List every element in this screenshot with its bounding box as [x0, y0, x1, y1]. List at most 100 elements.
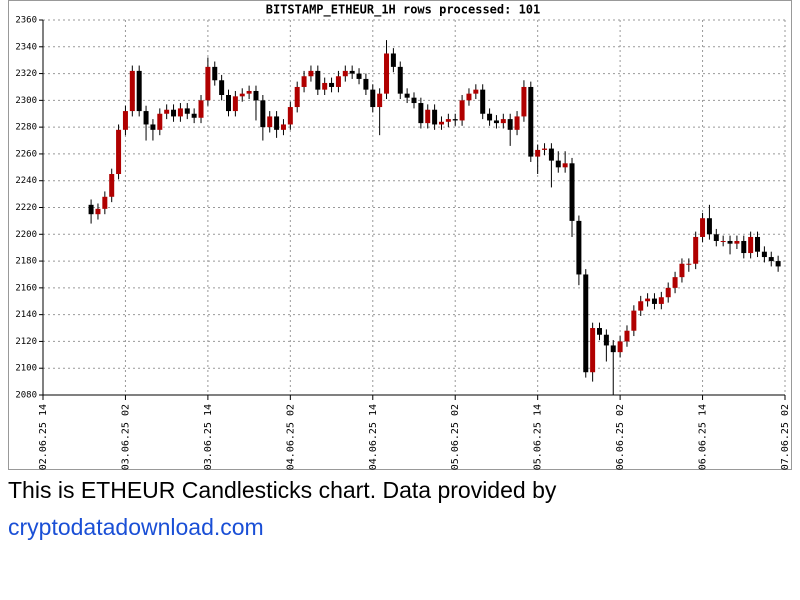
candle-body	[748, 236, 754, 254]
candle-body	[246, 90, 252, 94]
candle-body	[212, 66, 218, 81]
candle-body	[418, 103, 424, 124]
candle-body	[693, 236, 699, 264]
candle-body	[390, 53, 396, 67]
y-tick-label: 2180	[15, 257, 37, 267]
candle-body	[548, 148, 554, 161]
candle-body	[438, 121, 444, 125]
candle-body	[651, 298, 657, 304]
candle-body	[116, 129, 122, 175]
candle-body	[452, 119, 458, 121]
candle-body	[583, 274, 589, 373]
y-tick-label: 2160	[15, 283, 37, 293]
x-tick-label: 07.06.25 02	[780, 404, 791, 470]
x-tick-label: 05.06.25 02	[450, 404, 461, 470]
caption-text: This is ETHEUR Candlesticks chart. Data …	[8, 477, 557, 503]
candle-body	[157, 113, 163, 130]
candle-body	[734, 240, 740, 244]
candle-body	[706, 218, 712, 235]
caption-link[interactable]: cryptodatadownload.com	[8, 514, 264, 540]
y-tick-label: 2080	[15, 391, 37, 401]
candle-body	[260, 100, 266, 128]
candle-body	[727, 240, 733, 244]
y-tick-label: 2320	[15, 69, 37, 79]
candle-body	[287, 107, 293, 125]
candle-body	[713, 234, 719, 241]
chart: BITSTAMP_ETHEUR_1H rows processed: 101 2…	[15, 3, 791, 471]
candle-body	[136, 70, 142, 112]
candle-body	[590, 328, 596, 373]
y-tick-label: 2300	[15, 96, 37, 106]
y-tick-label: 2120	[15, 337, 37, 347]
candle-body	[384, 53, 390, 94]
candle-body	[686, 263, 692, 265]
candle-body	[562, 163, 568, 168]
candle-body	[109, 174, 115, 197]
candle-body	[88, 204, 94, 215]
candle-body	[665, 287, 671, 298]
candle-body	[329, 82, 335, 87]
candle-body	[425, 109, 431, 124]
candle-body	[658, 297, 664, 304]
y-tick-label: 2280	[15, 123, 37, 133]
x-tick-label: 04.06.25 02	[285, 404, 296, 470]
candle-body	[542, 148, 548, 150]
y-tick-label: 2240	[15, 176, 37, 186]
candle-body	[397, 66, 403, 94]
candle-body	[356, 73, 362, 79]
candle-body	[280, 124, 286, 130]
y-tick-label: 2340	[15, 42, 37, 52]
candle-body	[480, 89, 486, 114]
chart-frame	[8, 0, 792, 470]
candle-body	[164, 109, 170, 114]
candle-body	[342, 70, 348, 77]
candle-body	[631, 310, 637, 331]
candle-body	[672, 277, 678, 288]
x-tick-label: 04.06.25 14	[368, 404, 379, 470]
x-tick-label: 05.06.25 14	[533, 404, 544, 470]
candle-body	[473, 89, 479, 94]
candle-body	[315, 70, 321, 90]
candle-body	[459, 100, 465, 121]
candle-body	[95, 208, 101, 215]
candle-body	[638, 301, 644, 311]
candle-body	[308, 70, 314, 77]
candle-body	[555, 160, 561, 168]
candle-body	[610, 345, 616, 353]
candle-body	[205, 66, 211, 101]
candle-body	[535, 149, 541, 157]
chart-title: BITSTAMP_ETHEUR_1H rows processed: 101	[266, 3, 541, 18]
candle-body	[267, 116, 273, 128]
candle-body	[597, 328, 602, 335]
candle-body	[129, 70, 135, 112]
candle-body	[576, 220, 582, 275]
candle-body	[432, 109, 438, 125]
candle-body	[177, 108, 183, 117]
x-tick-label: 06.06.25 14	[698, 404, 709, 470]
candle-body	[514, 116, 520, 130]
candle-body	[122, 111, 128, 130]
candle-body	[569, 163, 575, 221]
candle-body	[294, 86, 300, 108]
candle-body	[404, 93, 410, 98]
candle-body	[363, 78, 369, 90]
candle-body	[253, 90, 259, 101]
candle-body	[349, 70, 355, 74]
candle-body	[226, 95, 231, 112]
candle-body	[775, 261, 781, 267]
x-tick-label: 06.06.25 02	[615, 404, 626, 470]
y-tick-label: 2260	[15, 149, 37, 159]
candle-body	[322, 82, 328, 90]
y-tick-label: 2200	[15, 230, 37, 240]
candle-body	[219, 80, 225, 95]
candle-body	[335, 76, 341, 87]
y-tick-label: 2140	[15, 310, 37, 320]
candle-body	[487, 113, 493, 121]
candle-body	[755, 236, 761, 252]
candle-body	[301, 76, 307, 87]
candle-body	[493, 120, 499, 124]
candle-body	[445, 119, 451, 122]
y-tick-label: 2100	[15, 364, 37, 374]
candle-body	[624, 330, 630, 342]
